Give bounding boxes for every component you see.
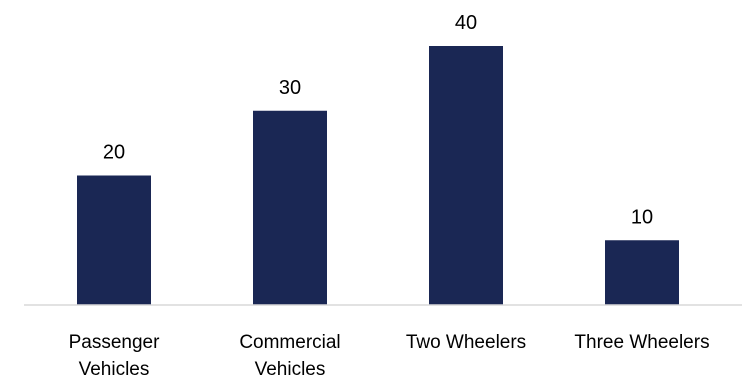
category-label-line: Vehicles (255, 359, 326, 380)
bar-1 (77, 175, 151, 305)
bar-2 (253, 110, 327, 305)
value-labels-group: 20 30 40 10 (103, 12, 653, 228)
category-label-line: Passenger (69, 332, 161, 353)
bar-4 (605, 240, 679, 305)
data-label-2: 30 (279, 77, 301, 99)
category-label-line: Commercial (239, 332, 340, 353)
category-label-line: Two Wheelers (406, 332, 526, 353)
category-label-3: Two Wheelers (406, 332, 526, 353)
category-label-line: Three Wheelers (574, 332, 709, 353)
category-labels-group: Passenger Vehicles Commercial Vehicles Two W… (69, 332, 710, 380)
category-label-1: Passenger Vehicles (69, 332, 161, 380)
category-label-4: Three Wheelers (574, 332, 709, 353)
category-label-line: Vehicles (79, 359, 150, 380)
data-label-1: 20 (103, 142, 125, 164)
data-label-4: 10 (631, 206, 653, 228)
data-label-3: 40 (455, 12, 477, 34)
bar-3 (429, 46, 503, 305)
category-label-2: Commercial Vehicles (239, 332, 340, 380)
bars-group (77, 46, 679, 305)
